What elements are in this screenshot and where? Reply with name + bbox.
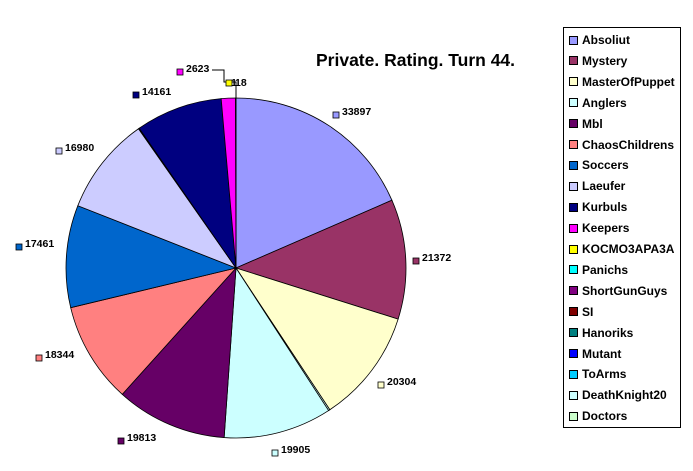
legend-swatch	[569, 56, 578, 66]
legend-item: Mutant	[569, 347, 621, 361]
legend-swatch	[569, 140, 578, 149]
pie-slice-masterofpuppet	[235, 267, 399, 411]
data-label: 1	[231, 77, 237, 89]
data-label: 18	[235, 77, 247, 89]
data-label-swatch	[35, 354, 43, 362]
data-label-swatch	[176, 68, 184, 76]
legend-label: Hanoriks	[582, 325, 634, 340]
legend-label: Mbl	[582, 116, 603, 131]
legend-item: KOCMO3APA3A	[569, 242, 674, 256]
data-label-swatch	[15, 243, 23, 251]
legend-label: ShortGunGuys	[582, 283, 668, 298]
legend-swatch	[569, 119, 578, 129]
pie-slice-mystery	[234, 199, 407, 320]
legend-item: Kurbuls	[569, 200, 627, 214]
legend-item: Soccers	[569, 158, 629, 172]
legend-swatch	[569, 223, 578, 233]
data-label: 17461	[25, 238, 54, 250]
legend-label: Absoliut	[582, 33, 630, 47]
legend-swatch	[569, 349, 578, 358]
legend-swatch	[569, 369, 578, 379]
data-label-swatch	[271, 449, 279, 457]
legend-swatch	[569, 35, 578, 45]
legend-swatch	[569, 98, 578, 108]
legend-swatch	[569, 77, 578, 87]
data-label: 21372	[422, 252, 451, 264]
data-label-swatch	[225, 79, 233, 87]
legend-label: Kurbuls	[582, 200, 628, 215]
legend-label: Doctors	[582, 409, 628, 424]
legend-label: Panichs	[582, 262, 629, 277]
data-label: 33897	[342, 106, 371, 118]
data-label-swatch	[377, 381, 385, 389]
pie-slice-absoliut	[235, 97, 393, 269]
data-label-swatch	[132, 91, 140, 99]
legend-item: Panichs	[569, 263, 628, 277]
legend-item: Absoliut	[569, 33, 630, 47]
legend-label: SI	[582, 304, 594, 319]
legend-item: Mystery	[569, 54, 627, 68]
data-label-swatch	[412, 257, 420, 265]
legend-swatch	[569, 202, 578, 212]
pie-slice-kocmo3apa3a	[65, 205, 238, 309]
pie-slice-panichs	[77, 128, 238, 269]
legend-item: Keepers	[569, 221, 629, 235]
legend-item: Mbl	[569, 117, 603, 131]
data-label: 18344	[45, 349, 74, 361]
legend-item: Doctors	[569, 409, 627, 423]
data-label: 2623	[186, 63, 210, 75]
legend-item: MasterOfPuppet	[569, 75, 675, 89]
chart-title: Private. Rating. Turn 44.	[316, 50, 516, 70]
legend-swatch	[569, 160, 578, 170]
data-label: 19813	[127, 432, 156, 444]
legend-item: SI	[569, 305, 593, 319]
legend-swatch	[569, 328, 578, 338]
legend-label: Soccers	[582, 158, 629, 173]
legend-swatch	[569, 411, 578, 421]
legend-label: ChaosChildrens	[582, 137, 675, 152]
pie-slice-si	[138, 98, 237, 270]
legend-label: DeathKnight20	[582, 388, 667, 403]
legend-swatch	[569, 265, 578, 275]
pie-slice-kurbuls	[121, 266, 237, 439]
legend-item: ShortGunGuys	[569, 284, 667, 298]
legend-label: Mystery	[582, 53, 628, 68]
legend-item: ToArms	[569, 367, 626, 381]
legend-item: Hanoriks	[569, 326, 633, 340]
legend-label: ToArms	[582, 367, 627, 382]
legend-swatch	[569, 390, 578, 400]
data-label: 19905	[281, 444, 310, 456]
legend-label: Anglers	[582, 95, 627, 110]
data-label: 20304	[387, 376, 416, 388]
data-label-swatch	[117, 437, 125, 445]
chart-legend: Absoliut Mystery MasterOfPuppet Anglers Mbl C…	[563, 27, 681, 428]
legend-label: Keepers	[582, 221, 630, 236]
legend-swatch	[569, 244, 578, 254]
legend-label: Mutant	[582, 346, 622, 361]
pie-slice-keepers	[70, 267, 238, 395]
legend-label: Laeufer	[582, 179, 626, 194]
data-label-swatch	[55, 147, 63, 155]
data-label: 14161	[142, 86, 171, 98]
legend-swatch	[569, 181, 578, 191]
pie-slice-laeufer	[223, 266, 330, 439]
data-label-swatch	[332, 111, 340, 119]
data-label: 16980	[65, 142, 94, 154]
legend-swatch	[569, 286, 578, 296]
legend-item: ChaosChildrens	[569, 138, 674, 152]
legend-label: MasterOfPuppet	[582, 74, 675, 89]
legend-item: Anglers	[569, 96, 627, 110]
legend-swatch	[569, 307, 578, 317]
legend-item: Laeufer	[569, 179, 625, 193]
leader-line	[212, 69, 237, 98]
legend-label: KOCMO3APA3A	[582, 242, 675, 256]
legend-item: DeathKnight20	[569, 388, 667, 402]
